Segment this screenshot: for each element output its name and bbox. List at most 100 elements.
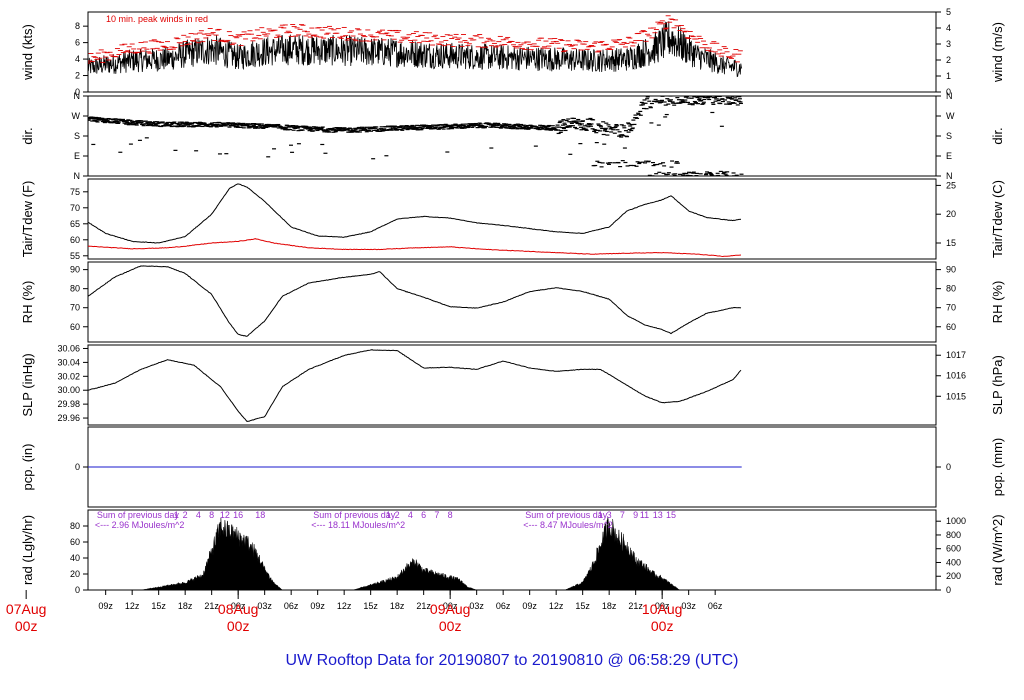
y-tick-label-right: 600 — [946, 544, 961, 554]
y-tick-label-right: 25 — [946, 180, 956, 190]
y-tick-label-right: 800 — [946, 530, 961, 540]
y-axis-label-right: wind (m/s) — [990, 22, 1005, 83]
radiation-hour-mark: 3 — [607, 510, 612, 520]
y-tick-label-right: 200 — [946, 571, 961, 581]
y-tick-label-left: 0 — [75, 585, 80, 595]
radiation-sum-label: Sum of previous day — [313, 510, 396, 520]
y-tick-label-right: 1017 — [946, 350, 966, 360]
radiation-hour-mark: 8 — [448, 510, 453, 520]
series-line-temp-1 — [88, 238, 742, 258]
day-hour-label: 00z — [651, 618, 674, 634]
day-label: 07Aug — [6, 601, 46, 617]
x-tick-label: 00z — [655, 601, 670, 611]
y-tick-label-left: 0 — [75, 462, 80, 472]
radiation-sum-value: <--- 8.47 MJoules/m^2 — [523, 520, 613, 530]
y-tick-label-right: 5 — [946, 7, 951, 17]
radiation-hour-mark: 12 — [220, 510, 230, 520]
y-tick-label-left: W — [72, 111, 81, 121]
y-tick-label-left: S — [74, 131, 80, 141]
y-axis-label-left: rad (Lgly/hr) — [20, 515, 35, 585]
y-tick-label-left: 70 — [70, 303, 80, 313]
series-line-slp-0 — [88, 349, 742, 422]
x-tick-label: 06z — [708, 601, 723, 611]
y-tick-label-right: 3 — [946, 39, 951, 49]
y-axis-label-right: rad (W/m^2) — [990, 514, 1005, 585]
y-tick-label-left: 40 — [70, 553, 80, 563]
y-tick-label-right: 1015 — [946, 391, 966, 401]
y-tick-label-right: E — [946, 151, 952, 161]
radiation-hour-mark: 4 — [196, 510, 201, 520]
y-tick-label-left: 60 — [70, 235, 80, 245]
y-tick-label-right: 15 — [946, 238, 956, 248]
panel-frame — [87, 95, 937, 177]
y-tick-label-right: S — [946, 131, 952, 141]
panel-rh: 60 70 80 90 60 70 80 90 RH (%) RH (%) — [20, 261, 1005, 343]
y-tick-label-left: 29.96 — [57, 413, 80, 423]
x-tick-label: 09z — [522, 601, 537, 611]
y-tick-label-right: 400 — [946, 557, 961, 567]
radiation-hour-mark: 11 — [640, 510, 649, 520]
radiation-hour-mark: 16 — [233, 510, 243, 520]
y-tick-label-right: 90 — [946, 265, 956, 275]
day-hour-label: 00z — [227, 618, 250, 634]
y-tick-label-left: 0 — [75, 87, 80, 97]
panel-pcp: 0 0 pcp. (in) pcp. (mm) — [20, 426, 1005, 508]
radiation-hour-mark: 2 — [183, 510, 188, 520]
y-tick-label-left: E — [74, 151, 80, 161]
y-tick-label-left: 4 — [75, 54, 80, 64]
x-tick-label: 12z — [125, 601, 140, 611]
y-tick-label-right: 1000 — [946, 516, 966, 526]
peak-wind-marks — [88, 15, 743, 64]
day-hour-label: 00z — [15, 618, 38, 634]
series-line-rh-0 — [88, 265, 742, 337]
y-tick-label-right: 4 — [946, 23, 951, 33]
y-tick-label-left: 65 — [70, 219, 80, 229]
x-tick-label: 03z — [681, 601, 696, 611]
y-tick-label-left: 30.00 — [57, 385, 80, 395]
x-tick-label: 12z — [337, 601, 352, 611]
day-label: 09Aug — [430, 601, 470, 617]
y-axis-label-left: wind (kts) — [20, 24, 35, 81]
y-tick-label-left: 20 — [70, 569, 80, 579]
y-tick-label-right: 70 — [946, 303, 956, 313]
day-label: 10Aug — [642, 601, 682, 617]
day-hour-label: 00z — [439, 618, 462, 634]
x-tick-label: 00z — [231, 601, 246, 611]
x-tick-label: 06z — [496, 601, 511, 611]
y-axis-label-right: dir. — [990, 127, 1005, 144]
chart-title: UW Rooftop Data for 20190807 to 20190810… — [286, 652, 739, 669]
y-axis-label-right: Tair/Tdew (C) — [990, 180, 1005, 258]
radiation-hour-mark: 15 — [666, 510, 676, 520]
radiation-sum-label: Sum of previous day — [525, 510, 608, 520]
x-tick-label: 12z — [549, 601, 564, 611]
radiation-hour-mark: 4 — [408, 510, 413, 520]
y-tick-label-left: N — [74, 171, 81, 181]
y-tick-label-left: 30.04 — [57, 357, 80, 367]
x-tick-label: 15z — [151, 601, 166, 611]
radiation-hour-mark: 1 — [174, 510, 179, 520]
y-tick-label-right: 80 — [946, 284, 956, 294]
y-tick-label-right: 0 — [946, 87, 951, 97]
radiation-sum-value: <--- 2.96 MJoules/m^2 — [95, 520, 185, 530]
y-tick-label-right: 0 — [946, 585, 951, 595]
y-axis-label-left: pcp. (in) — [20, 444, 35, 491]
panel-frame — [87, 261, 937, 343]
panel-note: 10 min. peak winds in red — [106, 14, 208, 24]
x-tick-label: 21z — [204, 601, 219, 611]
x-tick-label: 06z — [284, 601, 299, 611]
series-line-temp-0 — [88, 183, 742, 244]
radiation-hour-mark: 6 — [421, 510, 426, 520]
radiation-sum-label: Sum of previous day — [97, 510, 180, 520]
y-tick-label-left: 80 — [70, 284, 80, 294]
x-tick-label: 03z — [469, 601, 484, 611]
y-tick-label-left: N — [74, 91, 81, 101]
x-axis: 09z 12z 15z 18z 21z 00z 03z 06z 09z 12z 15z 18z 21z 0… — [6, 590, 723, 634]
x-tick-label: 00z — [443, 601, 458, 611]
radiation-hour-mark: 13 — [653, 510, 663, 520]
radiation-hour-mark: 7 — [620, 510, 625, 520]
y-tick-label-left: 30.02 — [57, 371, 80, 381]
y-tick-label-right: 60 — [946, 322, 956, 332]
radiation-area — [140, 516, 681, 590]
x-tick-label: 21z — [628, 601, 643, 611]
y-tick-label-left: 70 — [70, 203, 80, 213]
